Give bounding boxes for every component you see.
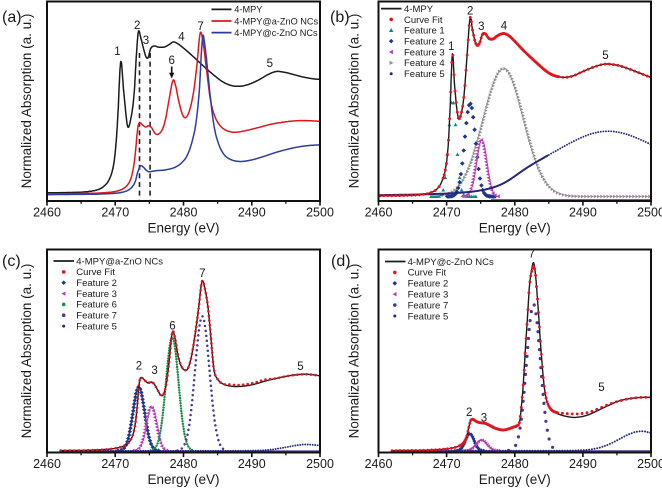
svg-text:Feature 3: Feature 3: [76, 289, 117, 300]
svg-text:Feature 6: Feature 6: [76, 300, 117, 311]
svg-text:Feature 2: Feature 2: [404, 36, 445, 47]
svg-text:2480: 2480: [170, 457, 198, 471]
svg-text:2470: 2470: [433, 457, 461, 471]
svg-text:(b): (b): [330, 9, 350, 26]
svg-text:2: 2: [466, 407, 472, 419]
svg-text:1: 1: [114, 46, 120, 58]
svg-text:Energy (eV): Energy (eV): [479, 221, 551, 236]
svg-text:Energy (eV): Energy (eV): [479, 472, 551, 487]
svg-text:4: 4: [501, 21, 508, 33]
svg-text:3: 3: [143, 35, 149, 47]
svg-text:Curve Fit: Curve Fit: [408, 268, 447, 279]
svg-text:4-MPY@a-ZnO NCs: 4-MPY@a-ZnO NCs: [76, 256, 163, 267]
svg-text:Normalized Absorption (a. u.): Normalized Absorption (a. u.): [19, 264, 34, 439]
svg-text:6: 6: [168, 55, 174, 67]
svg-text:Feature 5: Feature 5: [408, 311, 449, 322]
svg-text:2490: 2490: [569, 206, 597, 220]
svg-text:(c): (c): [2, 253, 21, 270]
svg-text:4-MPY@c-ZnO NCs: 4-MPY@c-ZnO NCs: [234, 28, 318, 38]
svg-text:6: 6: [169, 321, 175, 333]
svg-text:Feature 4: Feature 4: [404, 58, 445, 69]
svg-text:2490: 2490: [569, 457, 597, 471]
svg-text:Normalized Absorption (a. u.): Normalized Absorption (a. u.): [347, 264, 362, 439]
svg-text:Feature 5: Feature 5: [404, 69, 445, 80]
svg-text:2: 2: [134, 20, 140, 32]
svg-text:Energy (eV): Energy (eV): [147, 221, 219, 236]
svg-text:5: 5: [598, 382, 604, 394]
svg-text:2: 2: [136, 361, 142, 373]
svg-text:4-MPY: 4-MPY: [404, 4, 434, 15]
svg-text:3: 3: [151, 365, 157, 377]
svg-text:Feature 7: Feature 7: [76, 311, 117, 322]
svg-text:2490: 2490: [238, 457, 266, 471]
svg-text:Normalized Absorption (a. u.): Normalized Absorption (a. u.): [19, 14, 34, 189]
svg-text:3: 3: [481, 413, 487, 425]
svg-text:Feature 2: Feature 2: [76, 278, 117, 289]
svg-text:Feature 3: Feature 3: [408, 290, 449, 301]
svg-text:1: 1: [448, 41, 454, 53]
svg-text:2480: 2480: [501, 457, 529, 471]
svg-text:2480: 2480: [170, 206, 198, 220]
svg-text:(a): (a): [2, 9, 22, 26]
svg-text:2480: 2480: [501, 206, 529, 220]
svg-text:2500: 2500: [637, 457, 662, 471]
svg-text:2470: 2470: [101, 457, 129, 471]
svg-text:7: 7: [197, 21, 203, 33]
svg-text:Feature 3: Feature 3: [404, 47, 445, 58]
svg-text:(d): (d): [331, 253, 351, 270]
svg-text:5: 5: [297, 361, 303, 373]
svg-text:2470: 2470: [433, 206, 461, 220]
svg-text:Feature 5: Feature 5: [76, 321, 117, 332]
svg-text:Feature 7: Feature 7: [408, 300, 449, 311]
svg-text:2500: 2500: [306, 206, 334, 220]
svg-text:7: 7: [199, 268, 205, 280]
svg-text:5: 5: [267, 58, 273, 70]
svg-text:2500: 2500: [306, 457, 334, 471]
svg-text:2460: 2460: [365, 206, 393, 220]
svg-text:7: 7: [529, 249, 535, 261]
svg-text:Curve Fit: Curve Fit: [76, 267, 115, 278]
svg-text:Curve Fit: Curve Fit: [404, 15, 443, 26]
svg-text:2: 2: [467, 6, 473, 18]
svg-text:4-MPY@a-ZnO NCs: 4-MPY@a-ZnO NCs: [234, 16, 318, 26]
svg-text:2500: 2500: [637, 206, 662, 220]
svg-text:3: 3: [478, 21, 484, 33]
svg-text:2460: 2460: [33, 206, 61, 220]
svg-text:5: 5: [602, 50, 608, 62]
svg-text:2460: 2460: [33, 457, 61, 471]
svg-text:Feature 2: Feature 2: [408, 279, 449, 290]
svg-text:Normalized Absorption (a. u.): Normalized Absorption (a. u.): [347, 14, 362, 189]
svg-text:2460: 2460: [365, 457, 393, 471]
svg-text:4-MPY@c-ZnO NCs: 4-MPY@c-ZnO NCs: [408, 257, 494, 268]
svg-text:2470: 2470: [101, 206, 129, 220]
svg-text:Feature 1: Feature 1: [404, 26, 445, 37]
svg-text:Energy (eV): Energy (eV): [147, 472, 219, 487]
svg-text:4: 4: [178, 32, 185, 44]
svg-text:2490: 2490: [238, 206, 266, 220]
svg-text:4-MPY: 4-MPY: [234, 5, 262, 15]
